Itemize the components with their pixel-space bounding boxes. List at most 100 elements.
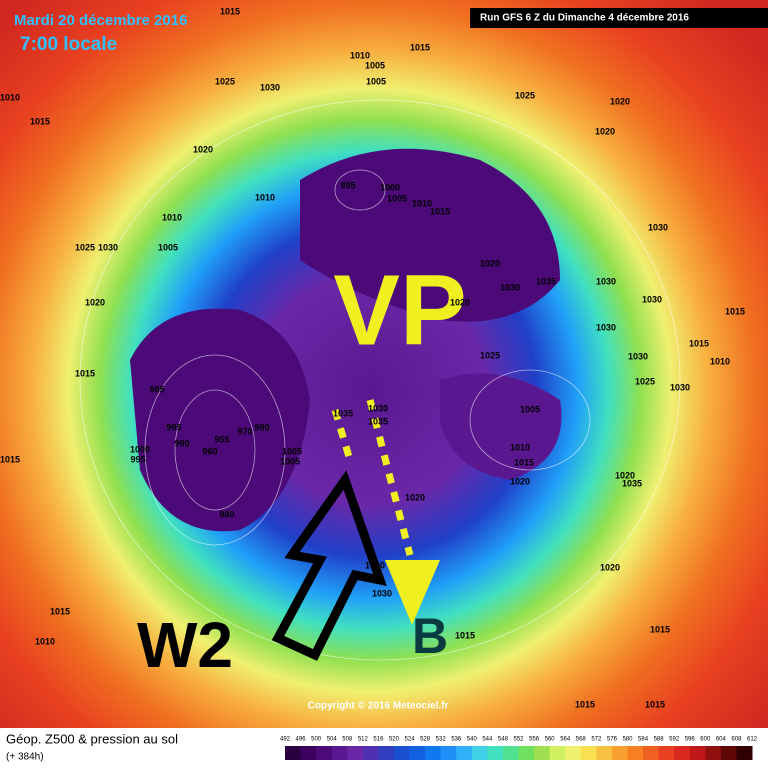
time: 7:00 locale	[20, 34, 117, 55]
scale-swatch	[658, 746, 675, 760]
scale-swatch	[596, 746, 613, 760]
isobar-label: 1015	[514, 457, 534, 467]
scale-label: 532	[436, 737, 447, 743]
scale-swatch	[705, 746, 722, 760]
scale-label: 608	[731, 737, 742, 743]
isobar-label: 1030	[260, 82, 280, 92]
scale-swatch	[736, 746, 753, 760]
copyright: Copyright © 2016 Meteociel.fr	[308, 701, 449, 712]
scale-label: 572	[591, 737, 602, 743]
scale-swatch	[471, 746, 488, 760]
scale-swatch	[331, 746, 348, 760]
isobar-label: 1030	[368, 403, 388, 413]
scale-label: 604	[716, 737, 727, 743]
isobar-label: 955	[214, 434, 229, 444]
isobar-label: 1015	[50, 606, 70, 616]
isobar-label: 995	[130, 454, 145, 464]
isobar-label: 1020	[600, 562, 620, 572]
isobar-label: 1010	[255, 192, 275, 202]
scale-label: 576	[607, 737, 618, 743]
scale-label: 496	[296, 737, 307, 743]
scale-label: 600	[700, 737, 711, 743]
scale-label: 552	[513, 737, 524, 743]
scale-label: 568	[576, 737, 587, 743]
legend-lead: (+ 384h)	[6, 752, 44, 763]
isobar-label: 970	[237, 426, 252, 436]
scale-label: 508	[342, 737, 353, 743]
isobar-label: 1030	[670, 382, 690, 392]
scale-swatch	[362, 746, 379, 760]
scale-swatch	[285, 746, 302, 760]
isobar-label: 1015	[0, 454, 20, 464]
legend-title: Géop. Z500 & pression au sol	[6, 731, 178, 746]
isobar-label: 1030	[365, 560, 385, 570]
scale-swatch	[611, 746, 628, 760]
isobar-label: 1030	[642, 294, 662, 304]
isobar-label: 1020	[615, 470, 635, 480]
isobar-label: 1020	[85, 297, 105, 307]
isobar-label: 1025	[515, 90, 535, 100]
scale-label: 580	[622, 737, 633, 743]
isobar-label: 1020	[595, 126, 615, 136]
scale-swatch	[347, 746, 364, 760]
dotted-path	[331, 408, 354, 462]
isobar-label: 1025	[75, 242, 95, 252]
scale-swatch	[674, 746, 691, 760]
isobar-label: 980	[219, 509, 234, 519]
scale-label: 556	[529, 737, 540, 743]
scale-swatch	[565, 746, 582, 760]
isobar-label: 1030	[500, 282, 520, 292]
isobar-labels: 1015101010151025103010101005100510151025…	[0, 6, 745, 709]
scale-label: 596	[685, 737, 696, 743]
run: Run GFS 6 Z du Dimanche 4 décembre 2016	[480, 13, 689, 24]
date: Mardi 20 décembre 2016	[14, 12, 187, 29]
dotted-path	[366, 399, 414, 556]
isobar-label: 1005	[158, 242, 178, 252]
cold-pool	[300, 148, 560, 322]
isobar-label: 1020	[193, 144, 213, 154]
isobar-label: 960	[202, 446, 217, 456]
isobars	[79, 99, 681, 661]
scale-label: 528	[420, 737, 431, 743]
scale-label: 520	[389, 737, 400, 743]
isobar-label: 1015	[725, 306, 745, 316]
isobar-label: 1020	[610, 96, 630, 106]
scale-label: 592	[669, 737, 680, 743]
isobar-label: 995	[166, 422, 181, 432]
scale-label: 548	[498, 737, 509, 743]
isobar-label: 1010	[350, 50, 370, 60]
scale-label: 516	[373, 737, 384, 743]
isobar-label: 1035	[368, 416, 388, 426]
isobar-label: 1025	[480, 350, 500, 360]
scale-label: 500	[311, 737, 322, 743]
isobar-label: 1030	[372, 588, 392, 598]
cold-pool	[130, 308, 310, 532]
isobar-label: 1005	[387, 193, 407, 203]
isobar-label: 1015	[689, 338, 709, 348]
isobar-label: 1010	[710, 356, 730, 366]
background	[0, 0, 768, 728]
scale-swatch	[409, 746, 426, 760]
color-scale: 492 496 500 504 508 512 516 520 524 528 532 536 540 5…	[280, 737, 758, 760]
isobar-label: 980	[254, 422, 269, 432]
isobar-label: 1030	[628, 351, 648, 361]
scale-label: 560	[545, 737, 556, 743]
isobar-label: 1025	[635, 376, 655, 386]
scale-swatch	[549, 746, 566, 760]
isobar-label: 1005	[520, 404, 540, 414]
scale-swatch	[720, 746, 737, 760]
isobar-label: 1015	[430, 206, 450, 216]
isobar-label: 1015	[220, 6, 240, 16]
isobar-label: 1015	[75, 368, 95, 378]
scale-label: 504	[327, 737, 338, 743]
isobar-label: 1015	[410, 42, 430, 52]
scale-swatch	[425, 746, 442, 760]
annotation-w2: W2	[137, 609, 233, 681]
scale-swatch	[393, 746, 411, 760]
isobar-label: 1015	[575, 699, 595, 709]
scale-label: 492	[280, 737, 291, 743]
isobar-label: 1020	[510, 476, 530, 486]
isobar-label: 1000	[380, 182, 400, 192]
scale-label: 536	[451, 737, 462, 743]
